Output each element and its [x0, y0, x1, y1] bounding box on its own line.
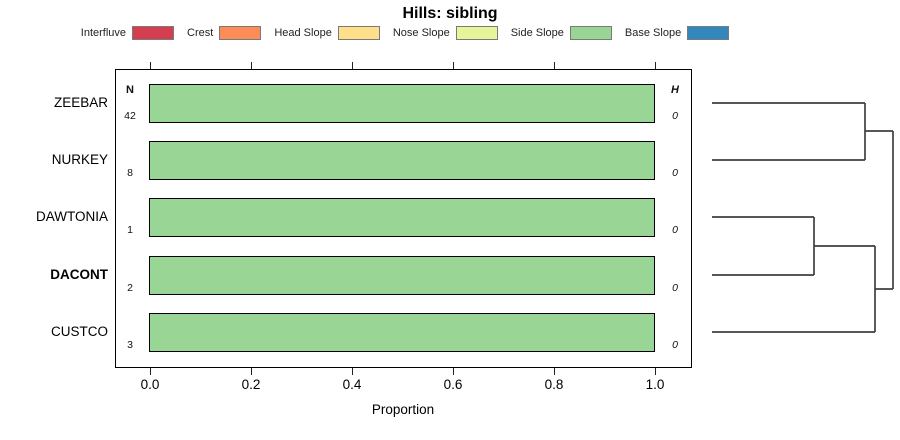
legend-item-side-slope: Side Slope [511, 26, 612, 40]
legend-label: Head Slope [274, 27, 332, 39]
legend-item-interfluve: Interfluve [80, 26, 175, 40]
n-value: 3 [127, 339, 133, 351]
n-value: 8 [127, 167, 133, 179]
legend-item-base-slope: Base Slope [624, 26, 730, 40]
x-tick-label: 0.6 [443, 377, 463, 392]
legend-item-head-slope: Head Slope [274, 26, 380, 40]
bottom-tick [251, 368, 252, 375]
bar-dawtonia [149, 198, 655, 237]
h-value: 0 [672, 167, 678, 179]
crest-swatch [219, 26, 262, 40]
n-value: 1 [127, 224, 133, 236]
n-column-header: N [126, 84, 134, 96]
x-tick-label: 0.2 [241, 377, 261, 392]
side-slope-swatch [569, 26, 612, 40]
nose-slope-swatch [455, 26, 498, 40]
bottom-tick [150, 368, 151, 375]
x-tick-label: 0.0 [140, 377, 160, 392]
top-tick [554, 62, 555, 69]
h-value: 0 [672, 339, 678, 351]
h-value: 0 [672, 110, 678, 122]
row-label-zeebar: ZEEBAR [53, 95, 108, 110]
n-value: 42 [124, 110, 136, 122]
top-tick [150, 62, 151, 69]
legend-item-nose-slope: Nose Slope [393, 26, 498, 40]
bar-nurkey [149, 141, 655, 180]
bar-zeebar [149, 84, 655, 123]
x-axis-title: Proportion [371, 402, 435, 417]
bottom-tick [453, 368, 454, 375]
bottom-tick [352, 368, 353, 375]
h-column-header: H [671, 84, 679, 96]
legend: Interfluve Crest Head Slope Nose Slope S… [0, 24, 810, 42]
row-label-custco: CUSTCO [51, 324, 108, 339]
row-label-dawtonia: DAWTONIA [35, 209, 108, 224]
top-tick [453, 62, 454, 69]
chart-title: Hills: sibling [402, 5, 498, 22]
legend-label: Base Slope [624, 27, 682, 39]
legend-label: Interfluve [80, 27, 127, 39]
top-tick [251, 62, 252, 69]
n-value: 2 [127, 282, 133, 294]
x-tick-label: 1.0 [645, 377, 665, 392]
row-label-nurkey: NURKEY [51, 152, 108, 167]
legend-item-crest: Crest [187, 26, 262, 40]
bottom-tick [554, 368, 555, 375]
h-value: 0 [672, 224, 678, 236]
x-tick-label: 0.4 [342, 377, 362, 392]
base-slope-swatch [687, 26, 730, 40]
legend-label: Side Slope [510, 27, 564, 39]
h-value: 0 [672, 282, 678, 294]
top-tick [655, 62, 656, 69]
legend-label: Crest [187, 27, 214, 39]
top-tick [352, 62, 353, 69]
legend-label: Nose Slope [392, 27, 450, 39]
x-tick-label: 0.8 [544, 377, 564, 392]
bottom-tick [655, 368, 656, 375]
row-label-dacont: DACONT [50, 267, 108, 282]
head-slope-swatch [337, 26, 380, 40]
interfluve-swatch [132, 26, 175, 40]
bar-custco [149, 313, 655, 352]
bar-dacont [149, 256, 655, 295]
